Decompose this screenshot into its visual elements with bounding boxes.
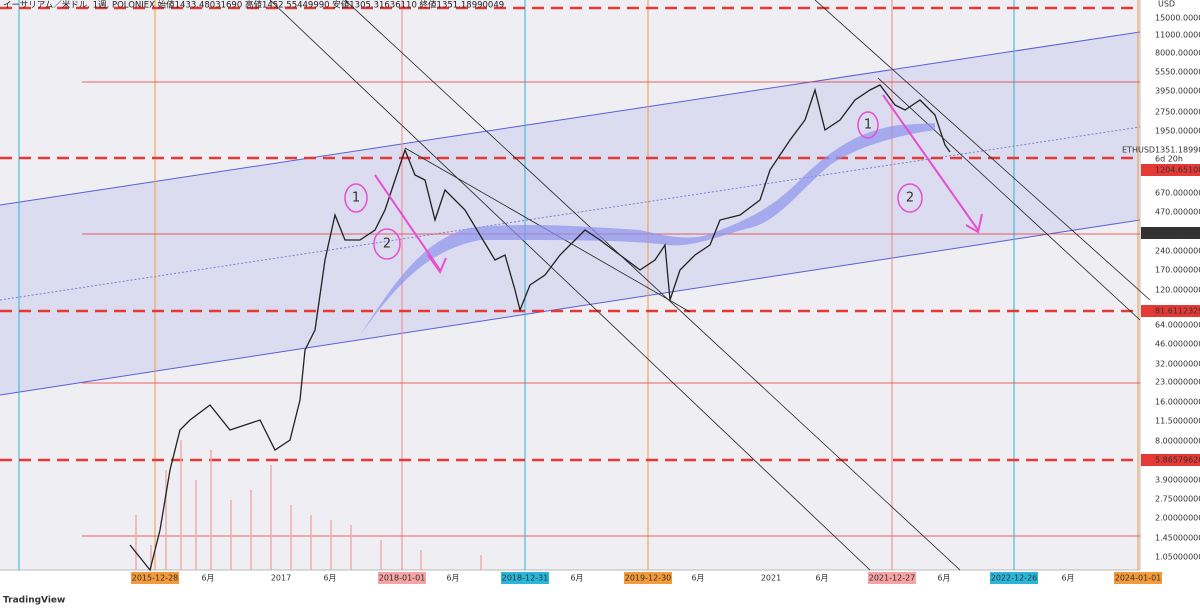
x-label: 6月 (691, 574, 704, 583)
symbol: ETHUSD (1122, 146, 1155, 155)
y-label: 120.00000000 (1155, 286, 1200, 295)
x-label: 2022-12-26 (991, 574, 1038, 583)
y-label: 46.00000000 (1155, 340, 1200, 349)
y-label: 2.00000000 (1155, 514, 1200, 523)
price-tag: 1204.65108585 (1155, 166, 1200, 175)
x-label: 2021 (761, 574, 781, 583)
y-label: 64.00000000 (1155, 321, 1200, 330)
date-tag (624, 572, 672, 584)
x-label: 6月 (937, 574, 950, 583)
y-label: 1.45000000 (1155, 534, 1200, 543)
x-label: 2021-12-27 (869, 574, 916, 583)
x-label: 2018-01-01 (379, 574, 426, 583)
y-labels: 15000.00000000 11000.00000000 8000.0000000… (1155, 14, 1200, 562)
x-label: 6月 (323, 574, 336, 583)
date-tag (501, 572, 549, 584)
channel-top (0, 31, 1141, 206)
y-label: 23.00000000 (1155, 378, 1200, 387)
y-label: 2.75000000 (1155, 495, 1200, 504)
price-tags: 1351.18990049ETHUSD6d 20h 1204.65108585 31… (1122, 144, 1200, 466)
x-label: 6月 (201, 574, 214, 583)
date-tag (990, 572, 1038, 584)
date-tag (1114, 572, 1162, 584)
tag-bg (1141, 227, 1200, 239)
y-label: 2750.00000000 (1155, 108, 1200, 117)
price-line (129, 84, 951, 572)
levels (0, 6, 1140, 537)
annotation: 1 (864, 118, 872, 133)
arrows (374, 94, 983, 275)
currency: USD (1158, 0, 1175, 9)
x-label: 6月 (1061, 574, 1074, 583)
x-label: 2017 (271, 574, 291, 583)
price-tag: 318.73252450 (1155, 229, 1200, 238)
channel-mid (0, 126, 1141, 301)
y-label: 32.00000000 (1155, 360, 1200, 369)
annotation: 2 (906, 191, 914, 206)
date-tag (868, 572, 916, 584)
date-lines (18, 0, 1139, 570)
tag-bg (1141, 144, 1200, 156)
y-label: 8000.00000000 (1155, 49, 1200, 58)
y-label: 1.05000000 (1155, 553, 1200, 562)
date-tag (378, 572, 426, 584)
price-tag: 81.61123294 (1155, 307, 1200, 316)
y-label: 16.00000000 (1155, 398, 1200, 407)
y-label: 170.00000000 (1155, 266, 1200, 275)
price-axis (1140, 0, 1200, 590)
y-label: 8.00000000 (1155, 437, 1200, 446)
x-label: 2024-01-01 (1115, 574, 1162, 583)
price-tag: 5.86579620 (1155, 456, 1200, 465)
volume (135, 440, 482, 570)
date-tag (131, 572, 179, 584)
price-tag: 1351.18990049 (1155, 146, 1200, 155)
x-label: 6月 (815, 574, 828, 583)
y-label: 3.90000000 (1155, 476, 1200, 485)
y-label: 15000.00000000 (1155, 14, 1200, 23)
x-label: 2019-12-30 (625, 574, 672, 583)
y-label: 1950.00000000 (1155, 127, 1200, 136)
logo: TradingView (3, 596, 65, 606)
channel-bottom (0, 219, 1141, 396)
y-label: 5550.00000000 (1155, 68, 1200, 77)
ma-cloud (360, 123, 935, 335)
tag-bg (1141, 305, 1200, 317)
annotation-circles (344, 111, 923, 260)
annotation: 1 (352, 191, 360, 206)
annotations: 1 2 1 2 (352, 118, 914, 252)
countdown: 6d 20h (1155, 155, 1183, 164)
x-label: 2015-12-28 (132, 574, 179, 583)
y-label: 11.50000000 (1155, 417, 1200, 426)
tag-bg (1141, 454, 1200, 466)
y-label: 240.00000000 (1155, 247, 1200, 256)
y-label: 3950.00000000 (1155, 87, 1200, 96)
tag-bg (1141, 164, 1200, 176)
chart-header: イーサリアム／米ドル, 1週, POLONIEX 始値1433.48031690… (3, 0, 504, 11)
x-label: 2018-12-31 (502, 574, 549, 583)
y-label: 470.00000000 (1155, 208, 1200, 217)
x-label: 6月 (446, 574, 459, 583)
annotation: 2 (383, 237, 391, 252)
y-label: 670.00000000 (1155, 189, 1200, 198)
y-label: 11000.00000000 (1155, 31, 1200, 40)
x-labels: 2015-12-28 6月 2017 6月 2018-01-01 6月 2018-12-31… (131, 572, 1162, 584)
x-label: 6月 (570, 574, 583, 583)
